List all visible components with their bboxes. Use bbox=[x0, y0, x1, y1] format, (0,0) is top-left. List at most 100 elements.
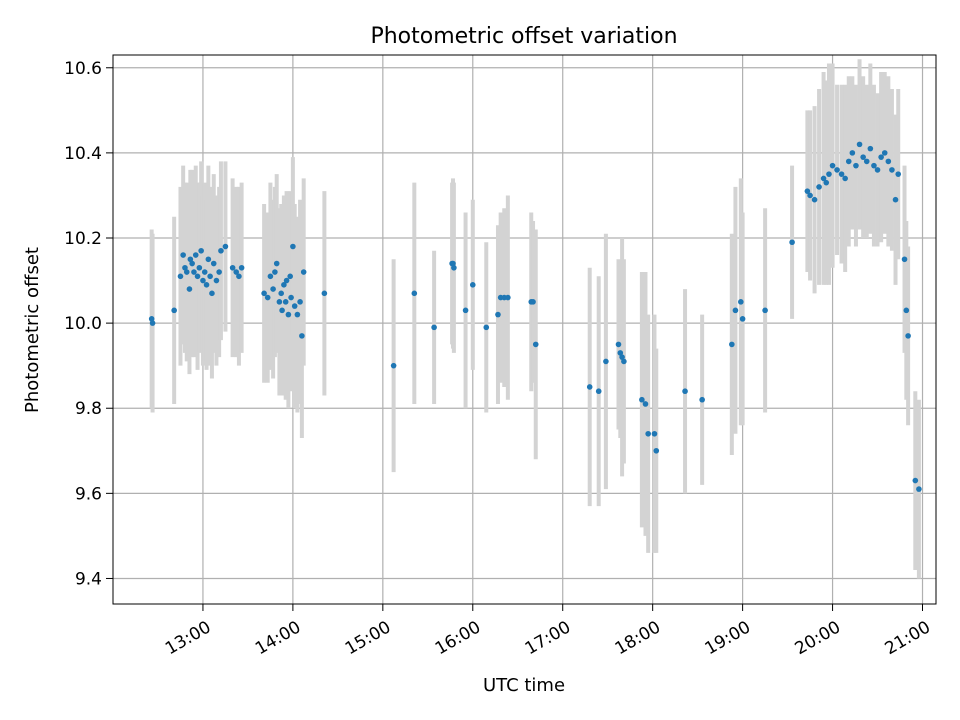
data-point bbox=[530, 299, 536, 305]
data-point bbox=[532, 341, 539, 348]
data-point bbox=[282, 299, 289, 305]
data-point bbox=[823, 179, 830, 186]
data-point bbox=[233, 269, 240, 275]
data-point bbox=[210, 260, 217, 267]
data-point bbox=[191, 269, 197, 275]
data-point bbox=[853, 162, 859, 169]
data-point bbox=[639, 396, 645, 403]
data-point bbox=[642, 401, 649, 407]
data-point bbox=[177, 273, 184, 280]
data-point bbox=[264, 294, 271, 301]
data-point bbox=[483, 324, 490, 331]
data-point bbox=[198, 247, 204, 254]
y-tick-label: 9.6 bbox=[75, 484, 102, 504]
data-point bbox=[236, 273, 242, 280]
plot-frame bbox=[112, 54, 937, 605]
data-point bbox=[299, 333, 305, 339]
data-point bbox=[321, 290, 328, 297]
data-point bbox=[842, 175, 848, 182]
y-tick-label: 10.2 bbox=[64, 229, 102, 249]
data-point bbox=[807, 192, 813, 199]
data-point bbox=[201, 269, 208, 275]
data-point bbox=[148, 316, 155, 322]
data-point bbox=[222, 243, 229, 250]
data-point bbox=[186, 286, 193, 292]
data-point bbox=[739, 316, 746, 322]
data-point bbox=[816, 184, 822, 190]
data-point bbox=[834, 167, 840, 173]
data-point bbox=[651, 430, 658, 437]
data-point bbox=[469, 282, 476, 288]
data-point bbox=[279, 307, 285, 314]
data-point bbox=[885, 158, 892, 165]
data-point bbox=[390, 362, 397, 369]
data-point bbox=[194, 273, 201, 280]
data-point bbox=[838, 171, 845, 177]
data-point bbox=[729, 341, 735, 348]
data-point bbox=[903, 307, 910, 314]
data-point bbox=[462, 307, 469, 314]
data-point bbox=[738, 299, 744, 305]
data-point bbox=[619, 354, 625, 360]
data-point bbox=[205, 256, 212, 263]
data-point bbox=[826, 171, 832, 177]
y-axis-ticks: 9.4 9.6 9.8 10.0 10.2 10.4 10.6 bbox=[64, 59, 113, 589]
data-point bbox=[615, 341, 622, 348]
data-point bbox=[270, 286, 276, 292]
data-point bbox=[804, 188, 811, 194]
data-point bbox=[287, 273, 293, 280]
data-point bbox=[912, 477, 919, 484]
data-point bbox=[603, 358, 609, 365]
data-point bbox=[273, 260, 280, 267]
data-point bbox=[213, 277, 220, 284]
data-point bbox=[811, 196, 818, 203]
y-tick-label: 9.4 bbox=[75, 569, 102, 589]
data-point bbox=[881, 150, 888, 156]
y-gridlines bbox=[113, 67, 936, 580]
data-point bbox=[645, 430, 651, 437]
data-point bbox=[874, 167, 881, 173]
data-point bbox=[595, 388, 602, 395]
data-point bbox=[867, 145, 874, 152]
data-point bbox=[901, 256, 908, 263]
data-point bbox=[238, 264, 245, 271]
data-point bbox=[621, 358, 627, 365]
data-point bbox=[281, 282, 287, 288]
data-point bbox=[732, 307, 739, 314]
data-point bbox=[762, 307, 768, 314]
data-point bbox=[860, 154, 866, 160]
data-point bbox=[285, 311, 292, 318]
data-point bbox=[171, 307, 177, 314]
y-tick-label: 9.8 bbox=[75, 399, 102, 419]
data-point bbox=[149, 320, 156, 326]
data-point bbox=[229, 264, 236, 271]
y-tick-label: 10.0 bbox=[64, 314, 102, 334]
data-point bbox=[431, 324, 437, 331]
data-point bbox=[288, 294, 294, 301]
data-point bbox=[192, 252, 199, 258]
data-point bbox=[871, 162, 877, 169]
data-point bbox=[617, 350, 624, 356]
data-point bbox=[261, 290, 267, 297]
data-point bbox=[863, 158, 870, 165]
data-point bbox=[586, 384, 593, 390]
data-point bbox=[856, 141, 863, 148]
data-point bbox=[196, 264, 203, 271]
data-point bbox=[849, 150, 856, 156]
y-tick-label: 10.6 bbox=[64, 59, 102, 79]
data-point bbox=[218, 247, 224, 254]
data-point bbox=[182, 264, 188, 271]
data-point bbox=[411, 290, 418, 297]
data-point bbox=[283, 277, 290, 284]
data-point bbox=[272, 269, 278, 275]
data-point bbox=[895, 171, 902, 177]
data-point bbox=[916, 486, 922, 492]
data-point bbox=[183, 269, 190, 275]
data-point bbox=[187, 256, 194, 263]
data-point bbox=[889, 167, 895, 173]
data-point bbox=[829, 162, 836, 169]
data-point bbox=[291, 303, 298, 309]
data-point bbox=[820, 175, 827, 182]
